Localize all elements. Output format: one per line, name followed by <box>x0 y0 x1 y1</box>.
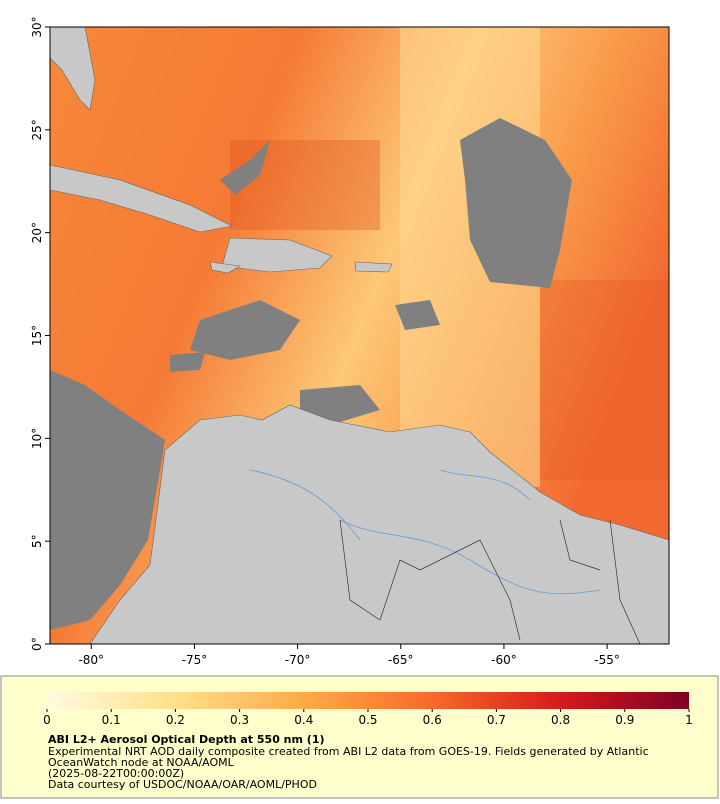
x-tick-label: -75° <box>182 653 208 667</box>
colorbar-tick-label: 0.2 <box>166 713 185 727</box>
y-tick-label: 25° <box>30 119 44 140</box>
x-tick-label: -60° <box>491 653 517 667</box>
colorbar-tick-label: 0.3 <box>230 713 249 727</box>
colorbar-tick-label: 0.9 <box>615 713 634 727</box>
y-tick-label: 5° <box>30 534 44 548</box>
caption-title: ABI L2+ Aerosol Optical Depth at 550 nm … <box>48 733 325 746</box>
map-image <box>49 26 670 645</box>
x-tick-label: -70° <box>285 653 311 667</box>
colorbar <box>47 692 689 709</box>
y-tick-label: 10° <box>30 428 44 449</box>
x-tick-label: -80° <box>78 653 104 667</box>
x-tick-label: -55° <box>594 653 620 667</box>
caption-line: OceanWatch node at NOAA/AOML <box>48 756 235 769</box>
axes: -80° -75° -70° -65° -60° -55° 0° 5° 10° 15° 20° 25°… <box>30 16 620 667</box>
caption-line: Data courtesy of USDOC/NOAA/OAR/AOML/PHO… <box>48 778 317 791</box>
caption-line: (2025-08-22T00:00:00Z) <box>48 767 184 780</box>
colorbar-tick-label: 0 <box>43 713 51 727</box>
colorbar-tick-label: 0.6 <box>423 713 442 727</box>
caption-line: Experimental NRT AOD daily composite cre… <box>48 745 649 758</box>
colorbar-tick-label: 1 <box>685 713 693 727</box>
y-tick-label: 15° <box>30 325 44 346</box>
colorbar-tick-label: 0.8 <box>551 713 570 727</box>
y-tick-label: 0° <box>30 637 44 651</box>
colorbar-tick-label: 0.7 <box>487 713 506 727</box>
colorbar-axis: 0 0.1 0.2 0.3 0.4 0.5 0.6 0.7 0.8 0.9 1 <box>43 709 693 727</box>
x-tick-label: -65° <box>388 653 414 667</box>
colorbar-tick-label: 0.4 <box>294 713 313 727</box>
colorbar-tick-label: 0.5 <box>358 713 377 727</box>
y-tick-label: 20° <box>30 222 44 243</box>
y-tick-label: 30° <box>30 16 44 37</box>
colorbar-tick-label: 0.1 <box>102 713 121 727</box>
